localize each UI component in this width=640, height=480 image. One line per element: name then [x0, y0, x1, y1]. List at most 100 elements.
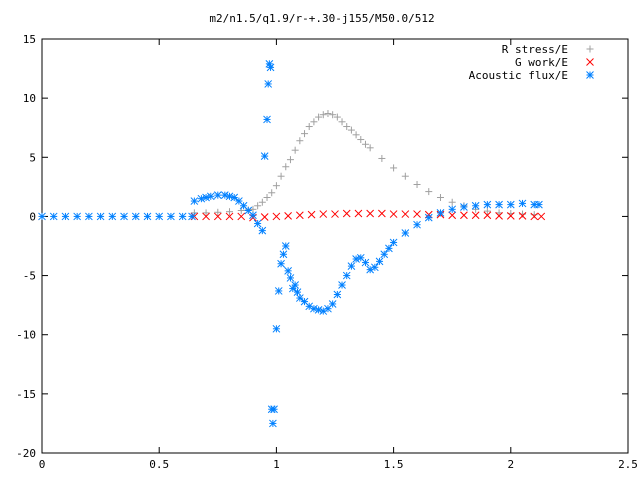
legend-label: Acoustic flux/E — [469, 69, 568, 82]
data-point — [258, 198, 266, 206]
data-point — [413, 220, 421, 229]
data-point — [535, 200, 543, 209]
data-point — [264, 80, 273, 88]
data-point — [274, 287, 283, 295]
data-point — [288, 284, 297, 293]
data-point — [143, 212, 152, 221]
data-point — [295, 211, 304, 220]
data-point — [272, 324, 281, 333]
data-point — [155, 212, 164, 221]
data-point — [258, 226, 267, 235]
data-point — [190, 197, 199, 205]
data-point — [389, 238, 398, 247]
data-point — [352, 131, 360, 139]
data-point — [448, 198, 456, 206]
data-point — [338, 118, 346, 126]
data-point — [366, 209, 375, 218]
data-point — [73, 212, 82, 221]
data-point — [518, 211, 527, 220]
data-point — [338, 281, 346, 289]
legend-label: G work/E — [515, 56, 568, 69]
axis-ticks: 0 0.5 1 1.5 2 2.5 15 10 5 0 -5 -10 -15 -20 — [16, 33, 638, 471]
data-point — [225, 212, 234, 221]
data-point — [448, 211, 457, 220]
data-point — [483, 200, 492, 209]
data-point — [343, 123, 351, 131]
data-point — [436, 194, 444, 202]
legend-marker — [586, 45, 594, 53]
data-point — [178, 212, 187, 221]
data-point — [277, 259, 285, 268]
data-point — [61, 212, 70, 221]
data-point — [310, 118, 318, 126]
data-point — [370, 263, 379, 272]
data-point — [310, 304, 318, 313]
data-point — [286, 156, 294, 164]
chart-title: m2/n1.5/q1.9/r-+.30-j155/M50.0/512 — [209, 12, 434, 25]
data-point — [495, 200, 503, 209]
data-point — [307, 210, 316, 219]
data-point — [214, 208, 222, 216]
data-point — [319, 210, 328, 218]
y-tick-label: 15 — [23, 33, 36, 46]
data-point — [347, 262, 356, 270]
y-tick-label: -10 — [16, 329, 36, 342]
data-point — [202, 193, 210, 202]
data-point — [202, 212, 210, 221]
data-point — [352, 255, 360, 263]
data-point — [530, 212, 539, 221]
data-point — [291, 281, 300, 289]
x-tick-label: 0.5 — [149, 458, 169, 471]
x-tick-label: 2.5 — [618, 458, 638, 471]
data-point — [385, 244, 393, 253]
data-point — [249, 211, 257, 220]
data-point — [108, 212, 117, 221]
y-tick-label: 5 — [29, 151, 36, 164]
data-point — [347, 126, 355, 134]
data-point — [305, 123, 313, 131]
data-point — [237, 212, 246, 221]
data-point — [361, 258, 370, 267]
data-point — [282, 163, 290, 171]
data-point — [249, 205, 257, 213]
y-tick-label: 10 — [23, 92, 36, 105]
data-point — [328, 300, 337, 308]
data-point — [263, 115, 271, 124]
data-point — [269, 419, 277, 428]
data-point — [324, 110, 332, 118]
data-point — [295, 294, 304, 302]
data-point — [284, 211, 292, 220]
y-tick-label: -20 — [16, 447, 36, 460]
data-point — [266, 63, 275, 72]
x-tick-label: 0 — [39, 458, 46, 471]
series-layer — [38, 59, 546, 428]
data-point — [260, 152, 269, 160]
data-point — [85, 212, 93, 221]
data-point — [378, 209, 386, 218]
data-point — [357, 136, 365, 144]
data-point — [293, 288, 302, 296]
data-point — [225, 192, 234, 201]
data-point — [291, 146, 299, 154]
data-point — [120, 212, 128, 221]
y-tick-label: -15 — [16, 388, 36, 401]
data-point — [96, 212, 105, 221]
data-point — [413, 180, 421, 188]
data-point — [286, 274, 295, 282]
data-point — [167, 212, 175, 221]
data-point — [389, 210, 398, 218]
data-point — [460, 203, 468, 211]
y-tick-label: -5 — [23, 270, 36, 283]
series-0 — [190, 110, 538, 219]
legend-label: R stress/E — [502, 43, 568, 56]
data-point — [319, 111, 327, 119]
data-point — [268, 189, 276, 197]
data-point — [413, 210, 421, 218]
data-point — [506, 211, 515, 220]
data-point — [354, 209, 363, 218]
data-point — [471, 211, 480, 220]
data-point — [331, 210, 339, 218]
data-point — [471, 201, 480, 210]
